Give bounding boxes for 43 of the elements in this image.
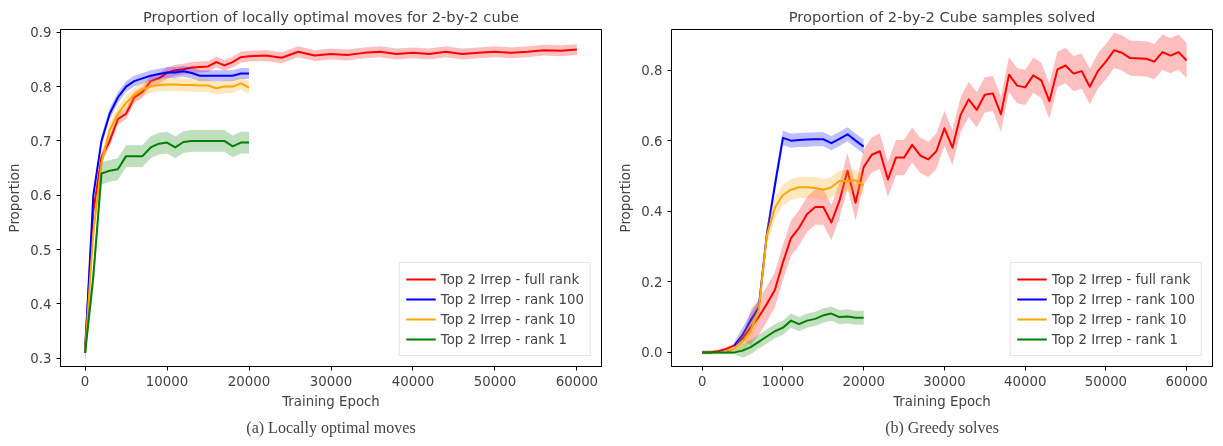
y-tick-label: 0.4 xyxy=(30,296,52,312)
y-tick-label: 0.8 xyxy=(30,79,52,95)
y-tick-label: 0.9 xyxy=(30,25,52,41)
x-tick-label: 40000 xyxy=(1003,373,1047,389)
line-series xyxy=(701,312,865,354)
legend-label: Top 2 Irrep - full rank xyxy=(1051,271,1191,287)
y-tick-label: 0.2 xyxy=(641,274,663,290)
x-tick-label: 30000 xyxy=(923,373,966,389)
x-axis-title: Training Epoch xyxy=(892,393,991,409)
x-tick-label: 60000 xyxy=(1165,373,1208,389)
y-tick-label: 0.5 xyxy=(30,242,52,258)
y-tick-label: 0.3 xyxy=(30,351,52,367)
y-tick-label: 0.8 xyxy=(641,63,663,79)
y-tick-label: 0.0 xyxy=(641,345,663,361)
x-tick-label: 60000 xyxy=(555,373,599,389)
text: (b) Greedy solves xyxy=(885,418,999,437)
x-tick-label: 0 xyxy=(80,373,90,389)
x-tick-label: 20000 xyxy=(227,373,271,389)
y-axis-title: Proportion xyxy=(7,163,23,233)
x-tick-label: 40000 xyxy=(391,373,435,389)
y-tick-label: 0.6 xyxy=(30,188,52,204)
y-axis-title: Proportion xyxy=(618,163,634,233)
legend-label: Top 2 Irrep - rank 10 xyxy=(440,311,576,327)
x-axis-title: Training Epoch xyxy=(281,393,380,409)
x-tick-label: 50000 xyxy=(1084,373,1128,389)
x-tick-label: 50000 xyxy=(473,373,517,389)
x-tick-label: 0 xyxy=(697,373,707,389)
legend-label: Top 2 Irrep - full rank xyxy=(440,271,580,287)
legend-label: Top 2 Irrep - rank 10 xyxy=(1051,311,1187,327)
x-tick-label: 30000 xyxy=(309,373,353,389)
x-tick-label: 20000 xyxy=(842,373,885,389)
x-tick-label: 10000 xyxy=(761,373,805,389)
y-tick-label: 0.4 xyxy=(641,204,663,220)
text: (a) Locally optimal moves xyxy=(246,418,416,437)
chart-title: Proportion of locally optimal moves for 2-by-2 cube xyxy=(143,7,520,25)
x-tick-label: 10000 xyxy=(145,373,189,389)
legend-label: Top 2 Irrep - rank 100 xyxy=(440,291,584,307)
legend-label: Top 2 Irrep - rank 1 xyxy=(1051,331,1179,347)
legend-label: Top 2 Irrep - rank 100 xyxy=(1051,291,1195,307)
legend-label: Top 2 Irrep - rank 1 xyxy=(440,331,568,347)
chart-title: Proportion of 2-by-2 Cube samples solved xyxy=(788,7,1096,25)
y-tick-label: 0.6 xyxy=(641,133,663,149)
y-tick-label: 0.7 xyxy=(30,133,52,149)
